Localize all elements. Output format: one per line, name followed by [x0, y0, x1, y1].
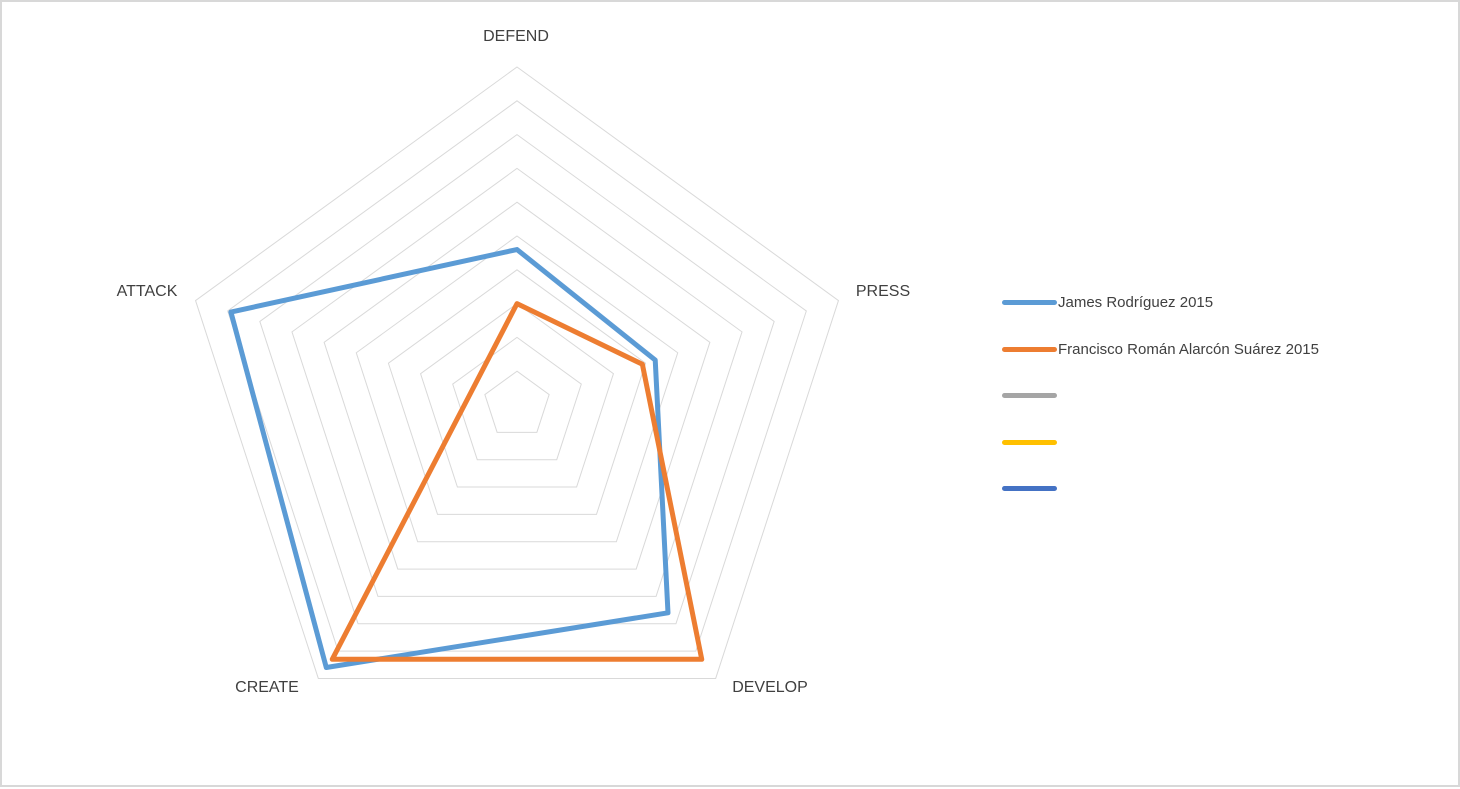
axis-label-attack: ATTACK — [116, 283, 178, 300]
legend-item-empty-yellow — [1002, 432, 1058, 452]
series-polygon-1 — [329, 301, 705, 662]
grid-ring-3 — [419, 302, 615, 488]
legend-item-francisco: Francisco Román Alarcón Suárez 2015 — [1002, 339, 1319, 359]
axis-label-defend: DEFEND — [483, 28, 549, 45]
grid-ring-10 — [194, 66, 840, 679]
legend-item-james: James Rodríguez 2015 — [1002, 292, 1213, 312]
legend-item-empty-darkblue — [1002, 478, 1058, 498]
legend-swatch-orange — [1002, 346, 1057, 352]
legend: James Rodríguez 2015 Francisco Román Ala… — [1002, 2, 1452, 789]
grid-ring-2 — [452, 336, 582, 461]
grid-ring-5 — [355, 235, 679, 543]
series-polygon-0 — [228, 247, 671, 671]
legend-swatch-darkblue — [1002, 485, 1057, 491]
grid-ring-9 — [227, 100, 807, 652]
grid-ring-6 — [323, 201, 711, 570]
legend-item-empty-gray — [1002, 385, 1058, 405]
grid-ring-7 — [291, 167, 743, 597]
axis-label-press: PRESS — [855, 283, 911, 300]
legend-label: James Rodríguez 2015 — [1058, 293, 1214, 311]
axis-label-develop: DEVELOP — [732, 679, 808, 696]
axis-label-create: CREATE — [235, 679, 299, 696]
grid-ring-1 — [484, 370, 550, 433]
grid-ring-4 — [387, 269, 647, 515]
legend-swatch-blue — [1002, 299, 1057, 305]
legend-swatch-yellow — [1002, 439, 1057, 445]
legend-label: Francisco Román Alarcón Suárez 2015 — [1058, 340, 1319, 358]
radar-svg — [194, 66, 840, 679]
grid-ring-8 — [259, 133, 775, 625]
radar-plot-area: DEFEND PRESS DEVELOP CREATE ATTACK — [2, 2, 1002, 789]
legend-swatch-gray — [1002, 392, 1057, 398]
